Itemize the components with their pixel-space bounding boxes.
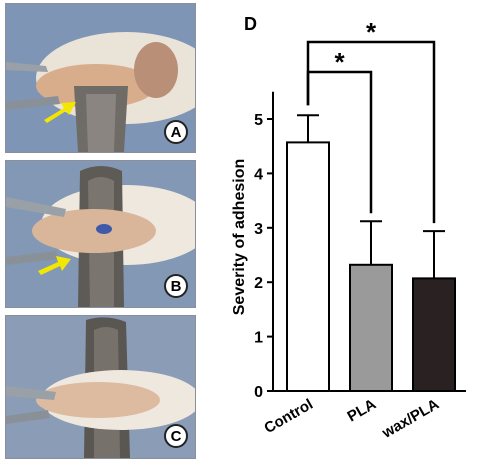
arrow-icon-a — [44, 102, 76, 123]
significance-star: * — [334, 47, 345, 77]
bar — [412, 277, 456, 392]
photo-panel-c: C — [5, 315, 196, 459]
panel-label-b: B — [164, 274, 188, 298]
y-tick-label: 0 — [254, 384, 263, 401]
bar — [286, 141, 330, 392]
chart-panel-label: D — [244, 14, 257, 34]
surgery-photo-c — [6, 316, 195, 458]
y-tick-label: 4 — [254, 166, 263, 183]
y-tick-label: 3 — [254, 221, 263, 238]
arrow-shape — [38, 256, 71, 275]
y-tick-label: 1 — [254, 330, 263, 347]
arrow-shape — [44, 102, 76, 123]
photo-panel-a: A — [5, 3, 196, 153]
surgery-photo-a — [6, 4, 195, 152]
x-tick-label: PLA — [345, 396, 380, 426]
plot-area: 0 1 2 3 4 5 Control PLA wax/PLA * * — [254, 17, 466, 442]
significance-bracket — [306, 40, 436, 224]
panel-label-c: C — [164, 424, 188, 448]
bar — [349, 263, 393, 392]
panel-label-a: A — [164, 120, 188, 144]
significance-star: * — [366, 17, 377, 47]
photo-panel-b: B — [5, 160, 196, 308]
y-tick-label: 5 — [254, 112, 263, 129]
x-tick-label: Control — [261, 396, 316, 437]
x-tick-label: wax/PLA — [378, 396, 442, 443]
surgery-photo-b — [6, 161, 195, 307]
y-axis-label: Severity of adhesion — [231, 159, 248, 316]
arrow-icon-b — [38, 256, 71, 275]
severity-bar-chart: D Severity of adhesion 0 1 2 3 4 5 Control PLA w… — [231, 14, 466, 442]
y-tick-label: 2 — [254, 275, 263, 292]
